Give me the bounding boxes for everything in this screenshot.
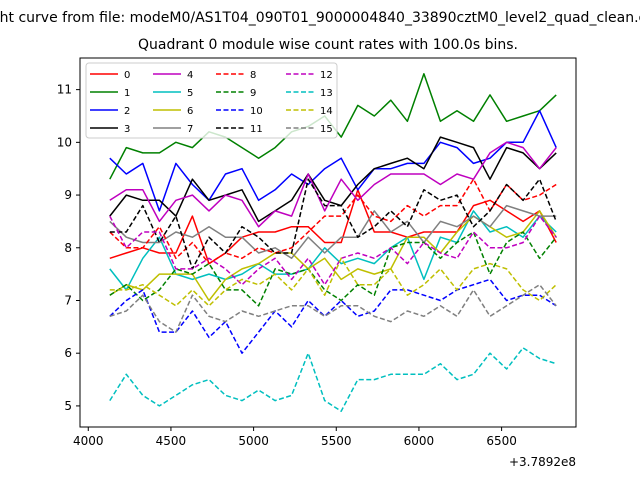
legend-label-15: 15	[320, 124, 333, 135]
series-line-10	[109, 278, 557, 354]
legend-label-8: 8	[250, 70, 256, 81]
x-tick-label: 4500	[156, 434, 187, 448]
series-line-9	[109, 231, 557, 307]
legend-label-0: 0	[124, 70, 130, 81]
plot-area	[79, 57, 577, 428]
legend-label-7: 7	[187, 124, 193, 135]
legend-label-5: 5	[187, 88, 193, 99]
y-tick-label: 6	[64, 346, 72, 360]
legend-label-3: 3	[124, 124, 130, 135]
x-tick-label: 5500	[321, 434, 352, 448]
series-line-11	[109, 178, 557, 270]
legend-label-6: 6	[187, 106, 193, 117]
y-tick-label: 10	[57, 135, 72, 149]
legend-label-9: 9	[250, 88, 256, 99]
series-line-12	[109, 215, 557, 286]
y-axis: 5 6 7 8 9 10 11	[57, 83, 80, 413]
legend-box	[85, 62, 338, 139]
legend-label-10: 10	[250, 106, 263, 117]
file-title: Light curve from file: modeM0/AS1T04_090…	[0, 10, 640, 26]
series-line-7	[109, 204, 557, 260]
chart-title: Quadrant 0 module wise count rates with …	[138, 37, 518, 53]
x-tick-label: 6000	[404, 434, 435, 448]
legend-label-11: 11	[250, 124, 263, 135]
x-offset-label: +3.7892e8	[509, 455, 576, 469]
y-tick-label: 9	[64, 188, 72, 202]
series-line-4	[109, 141, 557, 228]
y-tick-label: 7	[64, 293, 72, 307]
x-tick-label: 4000	[73, 434, 104, 448]
plot-frame	[79, 57, 577, 428]
x-tick-label: 5000	[238, 434, 269, 448]
y-tick-label: 8	[64, 241, 72, 255]
series-line-13	[109, 347, 557, 412]
legend-label-1: 1	[124, 88, 130, 99]
legend-label-4: 4	[187, 70, 193, 81]
series-line-8	[109, 178, 557, 265]
series-group	[109, 73, 557, 412]
series-line-14	[109, 257, 557, 307]
y-tick-label: 11	[57, 83, 72, 97]
x-axis: 4000 4500 5000 5500 6000 6500	[73, 427, 517, 448]
legend-label-14: 14	[320, 106, 333, 117]
series-line-2	[109, 109, 557, 212]
x-tick-label: 6500	[486, 434, 517, 448]
series-line-15	[109, 283, 557, 333]
legend-label-2: 2	[124, 106, 130, 117]
y-tick-label: 5	[64, 399, 72, 413]
legend-label-13: 13	[320, 88, 333, 99]
legend-label-12: 12	[320, 70, 333, 81]
